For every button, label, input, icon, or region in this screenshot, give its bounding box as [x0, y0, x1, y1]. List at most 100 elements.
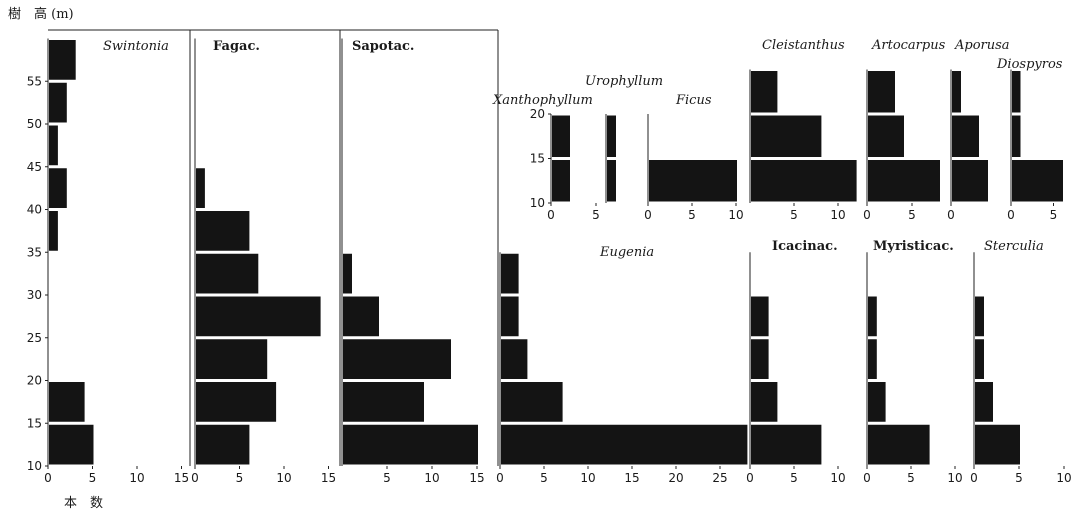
x-tick-label: 5: [790, 471, 798, 485]
x-tick-label: 10: [580, 471, 595, 485]
panel-title: Myristicac.: [873, 239, 954, 254]
bar: [196, 339, 268, 379]
x-tick-label: 15: [321, 471, 336, 485]
bar: [649, 160, 737, 202]
y-tick-label: 20: [27, 374, 42, 388]
y-tick-label: 15: [27, 416, 42, 430]
y-tick-label: 55: [27, 74, 42, 88]
x-tick-label: 5: [383, 471, 391, 485]
x-tick-label: 10: [830, 471, 845, 485]
y-tick-label: 10: [530, 196, 545, 210]
bar: [868, 339, 877, 379]
x-tick-label: 20: [668, 471, 683, 485]
bar: [868, 115, 904, 157]
bar: [49, 40, 76, 80]
x-tick-label: 10: [947, 471, 962, 485]
y-tick-label: 20: [530, 107, 545, 121]
panel: 0 5 Diospyros: [996, 57, 1063, 222]
x-tick-label: 10: [276, 471, 291, 485]
y-tick-label: 35: [27, 245, 42, 259]
y-axis-title: 樹 高 (m): [8, 6, 74, 22]
x-tick-label: 0: [44, 471, 52, 485]
x-tick-label: 0: [1007, 208, 1015, 222]
bar: [1012, 71, 1021, 113]
y-tick-label: 10: [27, 459, 42, 473]
bar: [751, 160, 857, 202]
panel-title: Cleistanthus: [762, 38, 845, 53]
panel-title: Xanthophyllum: [492, 93, 593, 108]
x-tick-label: 0: [970, 471, 978, 485]
panel-title: Diospyros: [996, 57, 1063, 72]
bar: [868, 160, 940, 202]
bar: [501, 339, 528, 379]
panel-title: Aporusa: [954, 38, 1010, 53]
bar: [196, 253, 259, 294]
panel-title: Artocarpus: [871, 38, 946, 53]
panel-title: Ficus: [675, 93, 712, 108]
bar: [975, 382, 993, 422]
panel: 0 5 10 Icacinac.: [746, 239, 845, 485]
bar: [975, 296, 984, 337]
bar: [751, 115, 822, 157]
bar: [1012, 115, 1021, 157]
panel: 0 5 Artocarpus: [863, 38, 945, 222]
panel: 0 5 10 Ficus: [644, 93, 743, 222]
x-tick-label: 10: [1056, 471, 1071, 485]
panel: Urophyllum: [585, 74, 663, 203]
y-tick-label: 40: [27, 203, 42, 217]
bar: [607, 115, 616, 157]
x-tick-label: 0: [644, 208, 652, 222]
bar: [49, 168, 67, 208]
x-axis-title: 本 数: [64, 496, 103, 511]
x-tick-label: 10: [424, 471, 439, 485]
x-tick-label: 5: [688, 208, 696, 222]
panel: 0 5 10 Sterculia: [970, 239, 1071, 485]
bar: [49, 382, 85, 422]
y-tick-label: 15: [530, 152, 545, 166]
x-tick-label: 0: [496, 471, 504, 485]
bar: [196, 382, 277, 422]
panel: 5 10 15 Sapotac.: [340, 29, 499, 485]
bar: [49, 211, 58, 251]
panel-title: Eugenia: [599, 245, 654, 260]
bar: [343, 339, 451, 379]
x-tick-label: 5: [907, 471, 915, 485]
bar: [343, 253, 352, 294]
bar: [343, 296, 379, 337]
panel-title: Sterculia: [984, 239, 1044, 254]
bar: [868, 382, 886, 422]
panel: 0 5 10 Myristicac.: [863, 239, 962, 485]
x-tick-label: 15: [174, 471, 189, 485]
panel: 0 5 10 15 20 25 Eugenia: [496, 245, 748, 485]
bar: [552, 115, 570, 157]
x-tick-label: 0: [863, 471, 871, 485]
y-tick-label: 25: [27, 331, 42, 345]
x-tick-label: 15: [469, 471, 484, 485]
x-tick-label: 0: [947, 208, 955, 222]
bar: [975, 424, 1020, 465]
x-tick-label: 5: [592, 208, 600, 222]
x-tick-label: 10: [728, 208, 743, 222]
bar: [196, 296, 321, 337]
bar: [343, 424, 478, 465]
y-tick-label: 45: [27, 160, 42, 174]
bar: [751, 382, 778, 422]
x-tick-label: 5: [540, 471, 548, 485]
y-tick-label: 30: [27, 288, 42, 302]
bar: [196, 168, 205, 208]
x-tick-label: 10: [830, 208, 845, 222]
panel-title: Sapotac.: [352, 39, 414, 54]
bar: [552, 160, 570, 202]
bar: [868, 71, 895, 113]
y-tick-label: 50: [27, 117, 42, 131]
x-tick-label: 10: [129, 471, 144, 485]
bar: [868, 424, 930, 465]
x-tick-label: 0: [191, 471, 199, 485]
bar: [868, 296, 877, 337]
panel: 0 5 10 15 Fagac.: [190, 29, 341, 485]
x-tick-label: 0: [746, 471, 754, 485]
bar: [501, 382, 563, 422]
bar: [952, 115, 979, 157]
